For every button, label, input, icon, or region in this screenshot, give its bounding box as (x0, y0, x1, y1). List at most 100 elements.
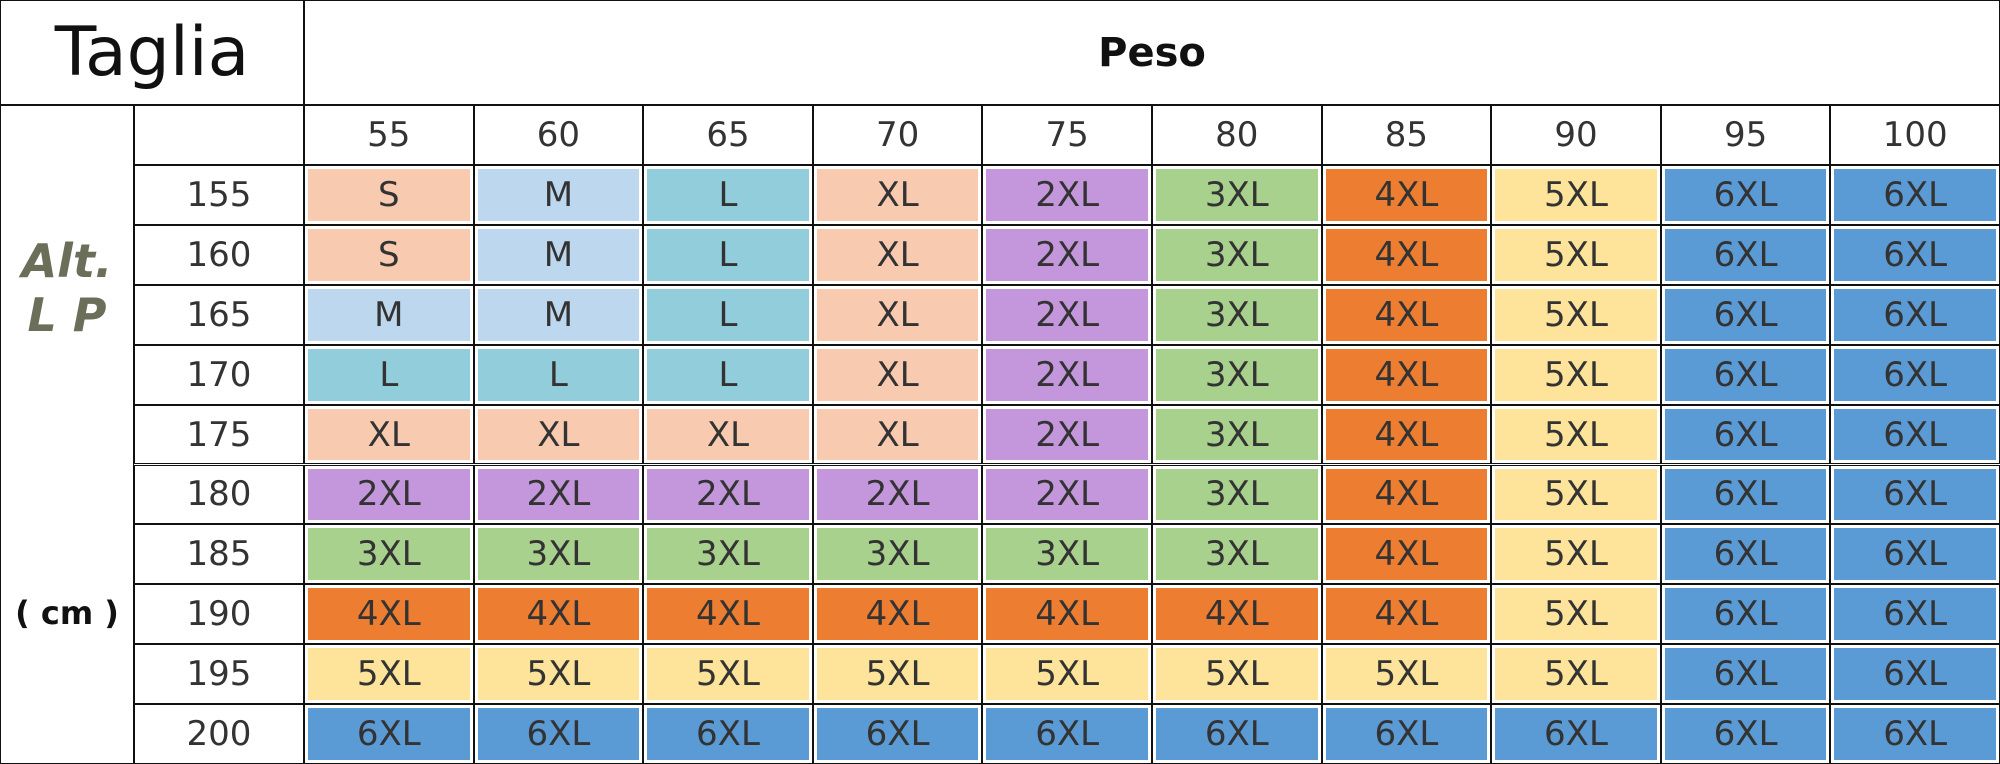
size-cell: 4XL (1321, 404, 1492, 465)
size-label: L (477, 348, 640, 401)
size-cell: 3XL (473, 524, 644, 585)
size-cell: XL (304, 404, 474, 465)
size-label: 3XL (647, 528, 809, 581)
size-cell: XL (812, 284, 983, 345)
size-cell: 6XL (1660, 165, 1831, 225)
size-label: L (647, 228, 809, 281)
size-label: 4XL (1156, 588, 1318, 641)
size-label: 6XL (1156, 708, 1318, 760)
size-label: 5XL (1495, 288, 1657, 341)
size-label: 6XL (1834, 169, 1996, 221)
size-label: 6XL (1664, 588, 1827, 641)
size-cell: 4XL (812, 584, 983, 645)
size-cell: 4XL (304, 584, 474, 645)
title-cell: Taglia (0, 0, 304, 105)
size-label: 2XL (986, 468, 1148, 521)
size-label: 4XL (986, 588, 1148, 641)
size-label: 6XL (1495, 708, 1657, 760)
size-label: 4XL (1325, 588, 1488, 641)
size-label: 6XL (1664, 528, 1827, 581)
weight-header: 70 (812, 105, 983, 165)
size-label: M (308, 288, 470, 341)
side-cell (0, 105, 134, 764)
size-cell: 2XL (982, 404, 1152, 465)
size-label: 4XL (1325, 528, 1488, 581)
size-label: 6XL (1664, 288, 1827, 341)
size-cell: 6XL (1830, 224, 2000, 285)
size-cell: 2XL (812, 464, 983, 525)
size-cell: XL (812, 224, 983, 285)
size-label: 3XL (1156, 528, 1318, 581)
size-cell: XL (473, 404, 644, 465)
size-label: 5XL (1495, 528, 1657, 581)
size-cell: 5XL (1152, 644, 1322, 705)
size-label: XL (477, 408, 640, 461)
size-cell: 6XL (1660, 404, 1831, 465)
size-cell: 6XL (643, 704, 813, 764)
unit-label: ( cm ) (15, 594, 119, 632)
size-cell: 2XL (982, 284, 1152, 345)
size-label: 3XL (1156, 408, 1318, 461)
weight-header: 100 (1830, 105, 2000, 165)
size-label: 3XL (477, 528, 640, 581)
size-cell: 6XL (1660, 644, 1831, 705)
size-label: 3XL (308, 528, 470, 581)
size-label: 2XL (986, 408, 1148, 461)
size-cell: 6XL (1660, 584, 1831, 645)
size-cell: 6XL (304, 704, 474, 764)
size-label: 6XL (1834, 708, 1996, 760)
size-cell: L (643, 165, 813, 225)
weight-header: 80 (1152, 105, 1322, 165)
height-cell: 175 (134, 404, 304, 465)
size-label: 5XL (1495, 348, 1657, 401)
size-cell: XL (812, 404, 983, 465)
size-label: 6XL (1834, 288, 1996, 341)
size-cell: 2XL (982, 165, 1152, 225)
size-label: 6XL (816, 708, 979, 760)
weight-header: 60 (473, 105, 644, 165)
size-cell: 6XL (1830, 165, 2000, 225)
size-label: 5XL (986, 648, 1148, 701)
weight-header: 90 (1491, 105, 1661, 165)
title: Taglia (54, 13, 250, 92)
size-cell: 6XL (1660, 284, 1831, 345)
size-cell: L (643, 284, 813, 345)
size-label: 3XL (816, 528, 979, 581)
size-label: 5XL (1495, 648, 1657, 701)
size-label: 5XL (1495, 468, 1657, 521)
size-label: 5XL (1495, 228, 1657, 281)
size-cell: 4XL (643, 584, 813, 645)
size-label: XL (816, 408, 979, 461)
size-label: 6XL (1834, 528, 1996, 581)
size-label: 3XL (1156, 348, 1318, 401)
size-label: S (308, 169, 470, 221)
size-cell: 6XL (982, 704, 1152, 764)
size-label: 5XL (477, 648, 640, 701)
size-cell: 6XL (1491, 704, 1661, 764)
size-label: 4XL (1325, 288, 1488, 341)
size-label: 6XL (1834, 348, 1996, 401)
size-label: 6XL (1664, 408, 1827, 461)
size-label: 2XL (308, 468, 470, 521)
size-cell: 6XL (473, 704, 644, 764)
size-cell: M (473, 224, 644, 285)
size-label: 4XL (477, 588, 640, 641)
size-cell: M (304, 284, 474, 345)
size-cell: 2XL (982, 224, 1152, 285)
size-label: 6XL (1664, 169, 1827, 221)
height-cell: 165 (134, 284, 304, 345)
size-cell: 3XL (1152, 224, 1322, 285)
size-label: XL (647, 408, 809, 461)
size-cell: 4XL (473, 584, 644, 645)
size-label: 2XL (816, 468, 979, 521)
height-cell: 155 (134, 165, 304, 225)
size-label: M (477, 169, 640, 221)
size-label: L (647, 348, 809, 401)
size-label: 5XL (1495, 169, 1657, 221)
size-cell: 4XL (1321, 464, 1492, 525)
size-cell: 3XL (982, 524, 1152, 585)
size-cell: L (643, 344, 813, 405)
size-cell: 6XL (1830, 404, 2000, 465)
size-label: M (477, 228, 640, 281)
